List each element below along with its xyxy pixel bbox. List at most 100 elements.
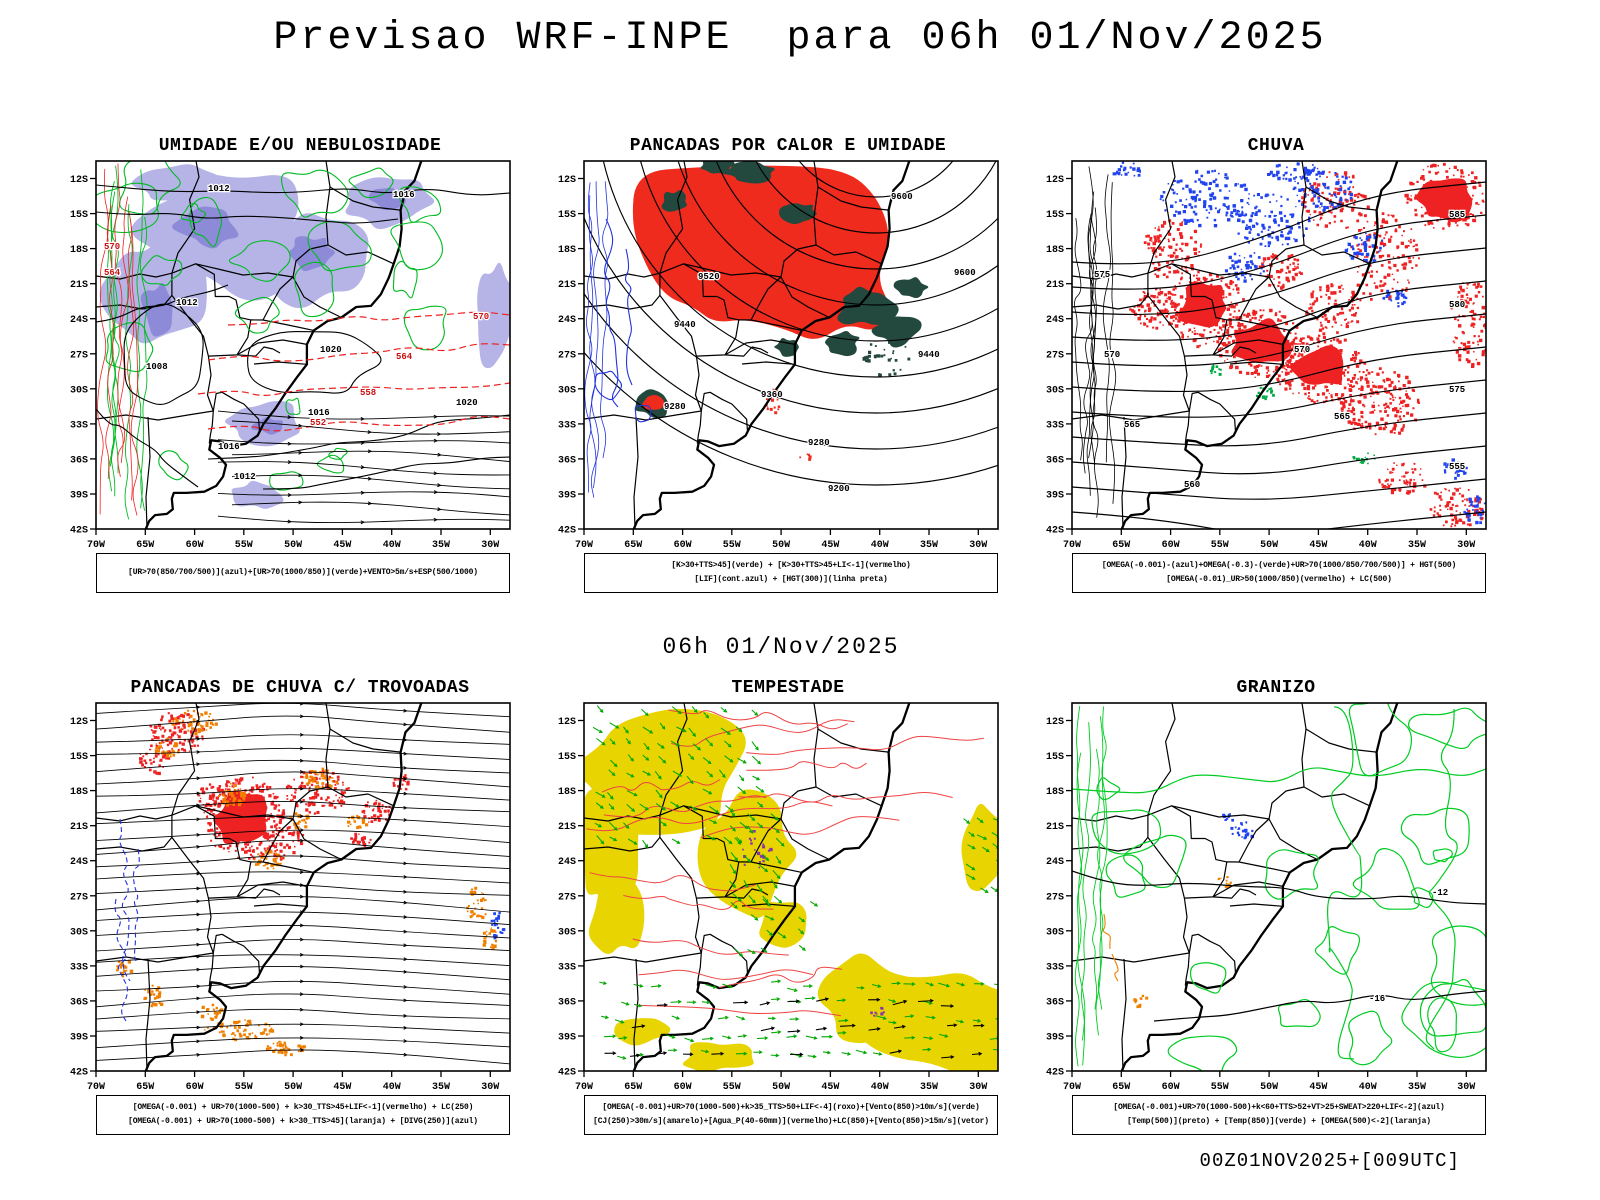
svg-text:45W: 45W <box>1309 1082 1327 1093</box>
svg-text:21S: 21S <box>70 280 88 291</box>
svg-text:21S: 21S <box>558 822 576 833</box>
svg-text:558: 558 <box>360 388 376 398</box>
svg-text:39S: 39S <box>558 1033 576 1044</box>
panel-granizo: GRANIZO -12 -16 12S 15S 18S 21S 24S 27S 30S 33S 36… <box>1034 678 1504 1135</box>
svg-text:39S: 39S <box>1046 1033 1064 1044</box>
svg-text:35W: 35W <box>1408 540 1426 551</box>
footer-note: 00Z01NOV2025+[009UTC] <box>1199 1150 1460 1172</box>
legend-line: [Temp(500)](preto) + [Temp(850)](verde) … <box>1127 1117 1431 1126</box>
svg-text:12S: 12S <box>70 717 88 728</box>
run-time-label: 06h 01/Nov/2025 <box>662 634 900 660</box>
legend-granizo: [OMEGA(-0.001)+UR>70(1000-500)+k<60+TTS>… <box>1072 1095 1486 1135</box>
svg-text:36S: 36S <box>1046 997 1064 1008</box>
svg-text:60W: 60W <box>1162 540 1180 551</box>
panel-title-granizo: GRANIZO <box>1236 678 1316 698</box>
page-title: Previsao WRF-INPE para 06h 01/Nov/2025 <box>273 16 1327 61</box>
panel-title-umidade: UMIDADE E/OU NEBULOSIDADE <box>158 136 442 156</box>
svg-text:12S: 12S <box>558 717 576 728</box>
legend-chuva: [OMEGA(-0.001)-(azul)+OMEGA(-0.3)-(verde… <box>1072 553 1486 593</box>
svg-text:70W: 70W <box>1063 540 1081 551</box>
svg-text:30W: 30W <box>481 1082 499 1093</box>
svg-text:18S: 18S <box>70 787 88 798</box>
svg-text:45W: 45W <box>333 1082 351 1093</box>
svg-text:27S: 27S <box>1046 892 1064 903</box>
svg-text:39S: 39S <box>70 1033 88 1044</box>
svg-text:60W: 60W <box>1162 1082 1180 1093</box>
svg-text:55W: 55W <box>235 540 253 551</box>
legend-line: [CJ(250)>30m/s](amarelo)+[Agua_P(40-60mm… <box>593 1117 989 1126</box>
svg-text:60W: 60W <box>186 540 204 551</box>
svg-text:42S: 42S <box>558 1068 576 1079</box>
svg-text:45W: 45W <box>821 540 839 551</box>
svg-text:40W: 40W <box>383 540 401 551</box>
panel-umidade: UMIDADE E/OU NEBULOSIDADE 1012 1016 1012 10… <box>58 136 528 593</box>
svg-text:570: 570 <box>1104 350 1120 360</box>
map-umidade: 1012101610121008102010201016101210165525… <box>70 160 511 551</box>
svg-text:21S: 21S <box>70 822 88 833</box>
map-trovoadas: 12S 15S 18S 21S 24S 27S 30S 33S 36S 39S 42S 70W 65W 6… <box>70 702 511 1093</box>
svg-text:39S: 39S <box>558 491 576 502</box>
svg-text:1016: 1016 <box>308 408 330 418</box>
svg-text:1020: 1020 <box>320 345 342 355</box>
svg-text:24S: 24S <box>70 315 88 326</box>
svg-text:-12: -12 <box>1432 888 1448 898</box>
svg-text:36S: 36S <box>558 455 576 466</box>
svg-text:33S: 33S <box>70 420 88 431</box>
svg-text:45W: 45W <box>333 540 351 551</box>
svg-text:50W: 50W <box>772 540 790 551</box>
svg-text:585: 585 <box>1449 210 1465 220</box>
svg-text:12S: 12S <box>558 175 576 186</box>
svg-text:33S: 33S <box>70 962 88 973</box>
svg-text:9200: 9200 <box>828 484 850 494</box>
svg-text:70W: 70W <box>1063 1082 1081 1093</box>
svg-text:15S: 15S <box>70 210 88 221</box>
svg-text:33S: 33S <box>558 962 576 973</box>
legend-pancadas-calor: [K>30+TTS>45](verde) + [K>30+TTS>45+LI<-… <box>584 553 998 593</box>
svg-text:42S: 42S <box>558 526 576 537</box>
svg-text:65W: 65W <box>624 540 642 551</box>
svg-text:24S: 24S <box>70 857 88 868</box>
svg-text:36S: 36S <box>558 997 576 1008</box>
svg-text:9440: 9440 <box>674 320 696 330</box>
svg-text:35W: 35W <box>432 540 450 551</box>
map-pancadas-calor: 9600 9600 9520 9440 9440 9360 9280 9280 9200 12S 1… <box>558 160 999 551</box>
svg-text:570: 570 <box>1294 345 1310 355</box>
svg-text:9440: 9440 <box>918 350 940 360</box>
svg-text:21S: 21S <box>1046 280 1064 291</box>
svg-text:15S: 15S <box>558 752 576 763</box>
svg-text:18S: 18S <box>558 245 576 256</box>
svg-text:60W: 60W <box>674 540 692 551</box>
svg-text:40W: 40W <box>1359 540 1377 551</box>
svg-text:65W: 65W <box>1112 1082 1130 1093</box>
svg-text:30S: 30S <box>558 927 576 938</box>
svg-text:36S: 36S <box>1046 455 1064 466</box>
svg-text:555: 555 <box>1449 462 1465 472</box>
svg-text:50W: 50W <box>284 1082 302 1093</box>
svg-text:50W: 50W <box>1260 1082 1278 1093</box>
svg-text:24S: 24S <box>558 857 576 868</box>
svg-text:564: 564 <box>396 352 413 362</box>
panel-title-pancadas-calor: PANCADAS POR CALOR E UMIDADE <box>629 136 947 156</box>
panel-title-chuva: CHUVA <box>1247 136 1305 156</box>
svg-text:60W: 60W <box>674 1082 692 1093</box>
svg-text:35W: 35W <box>920 1082 938 1093</box>
svg-text:1016: 1016 <box>393 190 415 200</box>
svg-text:42S: 42S <box>70 1068 88 1079</box>
svg-text:30W: 30W <box>481 540 499 551</box>
svg-text:18S: 18S <box>558 787 576 798</box>
svg-text:12S: 12S <box>70 175 88 186</box>
svg-text:33S: 33S <box>1046 962 1064 973</box>
svg-text:42S: 42S <box>70 526 88 537</box>
svg-text:35W: 35W <box>1408 1082 1426 1093</box>
svg-text:36S: 36S <box>70 997 88 1008</box>
svg-text:30W: 30W <box>1457 1082 1475 1093</box>
svg-text:1012: 1012 <box>234 472 256 482</box>
svg-text:50W: 50W <box>772 1082 790 1093</box>
map-chuva: 575 585 570 580 565 575 560 565 570 555 12S 15S 18S 2… <box>1046 160 1487 551</box>
svg-text:55W: 55W <box>1211 540 1229 551</box>
legend-line: [LIF](cont.azul) + [HGT(300)](linha pret… <box>694 575 888 584</box>
svg-text:575: 575 <box>1449 385 1465 395</box>
panel-pancadas-calor: PANCADAS POR CALOR E UMIDADE 9600 9600 952… <box>546 136 1016 593</box>
legend-umidade: [UR>70(850/700/500)](azul)+[UR>70(1000/8… <box>96 553 510 593</box>
svg-text:65W: 65W <box>624 1082 642 1093</box>
